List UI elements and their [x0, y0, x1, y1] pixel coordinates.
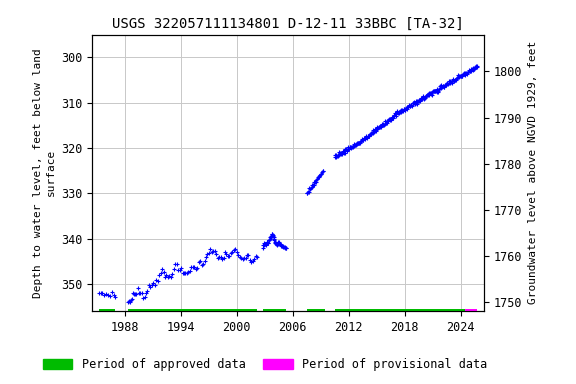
Legend: Period of approved data, Period of provisional data: Period of approved data, Period of provi… — [38, 354, 492, 376]
Title: USGS 322057111134801 D-12-11 33BBC [TA-32]: USGS 322057111134801 D-12-11 33BBC [TA-3… — [112, 17, 464, 31]
Y-axis label: Depth to water level, feet below land
surface: Depth to water level, feet below land su… — [33, 48, 55, 298]
Y-axis label: Groundwater level above NGVD 1929, feet: Groundwater level above NGVD 1929, feet — [528, 41, 537, 305]
